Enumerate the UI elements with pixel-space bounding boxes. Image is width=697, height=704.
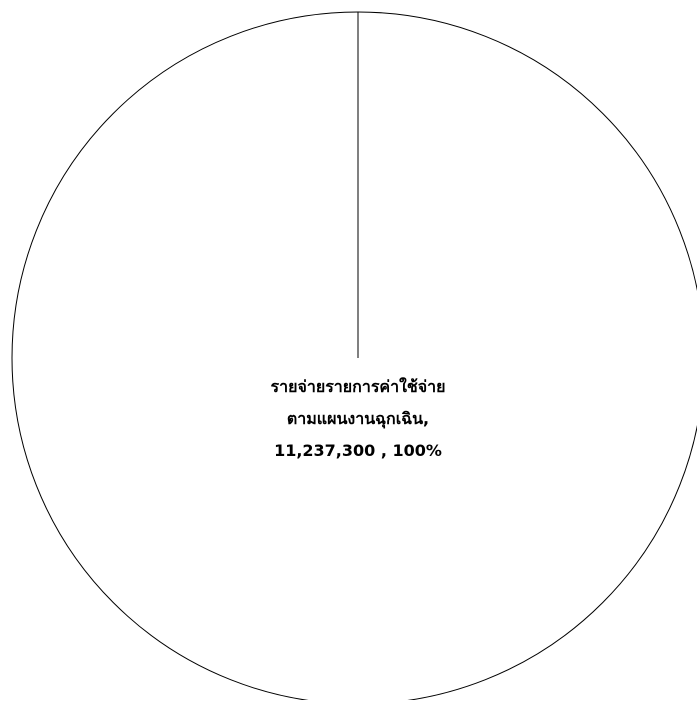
pie-slice-data-label-line: ตามแผนงานฉุกเฉิน, — [287, 409, 429, 429]
pie-slice-data-label: รายจ่ายรายการค่าใช้จ่ายตามแผนงานฉุกเฉิน,… — [271, 377, 446, 460]
pie-slice-data-label-line: 11,237,300 , 100% — [274, 441, 442, 460]
pie-slice-data-label-line: รายจ่ายรายการค่าใช้จ่าย — [271, 377, 446, 396]
pie-slice — [11, 11, 697, 704]
